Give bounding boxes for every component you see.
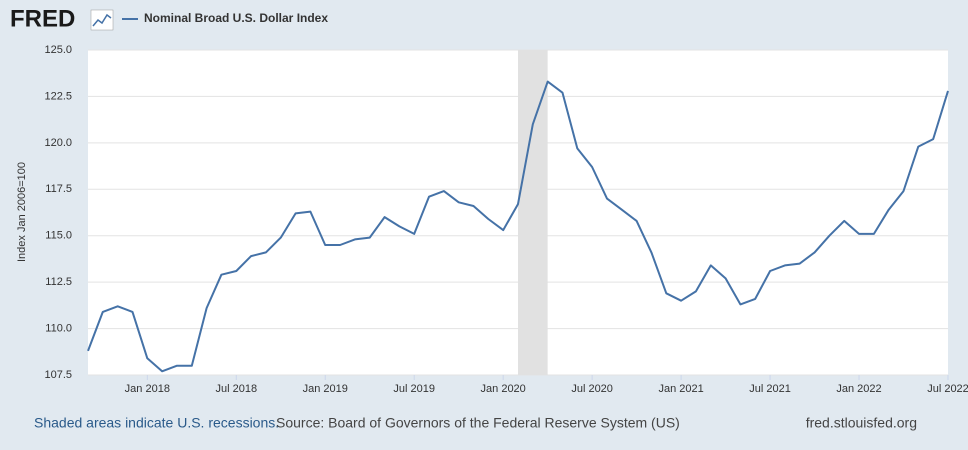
series-line: [87, 80, 949, 373]
y-tick-label: 122.5: [44, 90, 72, 102]
y-tick-label: 120.0: [44, 137, 72, 149]
x-tick-label: Jan 2018: [125, 383, 170, 395]
y-tick-label: 115.0: [45, 230, 72, 242]
legend-label: Nominal Broad U.S. Dollar Index: [144, 11, 328, 25]
x-tick-label: Jan 2021: [658, 383, 703, 395]
y-tick-label: 110.0: [45, 322, 72, 334]
x-tick-label: Jul 2021: [749, 383, 791, 395]
x-tick-label: Jul 2020: [571, 383, 613, 395]
x-tick-label: Jul 2018: [215, 383, 257, 395]
y-tick-label: 107.5: [44, 369, 72, 381]
y-tick-label: 112.5: [45, 276, 72, 288]
x-tick-label: Jul 2019: [393, 383, 435, 395]
x-tick-label: Jan 2020: [481, 383, 526, 395]
site: fred.stlouisfed.org: [806, 415, 917, 431]
y-tick-label: 125.0: [44, 44, 72, 56]
recession-band: [518, 50, 548, 375]
x-tick-label: Jan 2022: [836, 383, 881, 395]
logo: FRED: [10, 5, 75, 32]
x-tick-label: Jan 2019: [303, 383, 348, 395]
source: Source: Board of Governors of the Federa…: [276, 415, 680, 431]
y-tick-label: 117.5: [45, 183, 72, 195]
y-axis-label: Index Jan 2006=100: [16, 162, 28, 262]
logo-icon: [90, 9, 114, 31]
x-tick-label: Jul 2022: [927, 383, 968, 395]
recession-note: Shaded areas indicate U.S. recessions.: [34, 415, 279, 431]
